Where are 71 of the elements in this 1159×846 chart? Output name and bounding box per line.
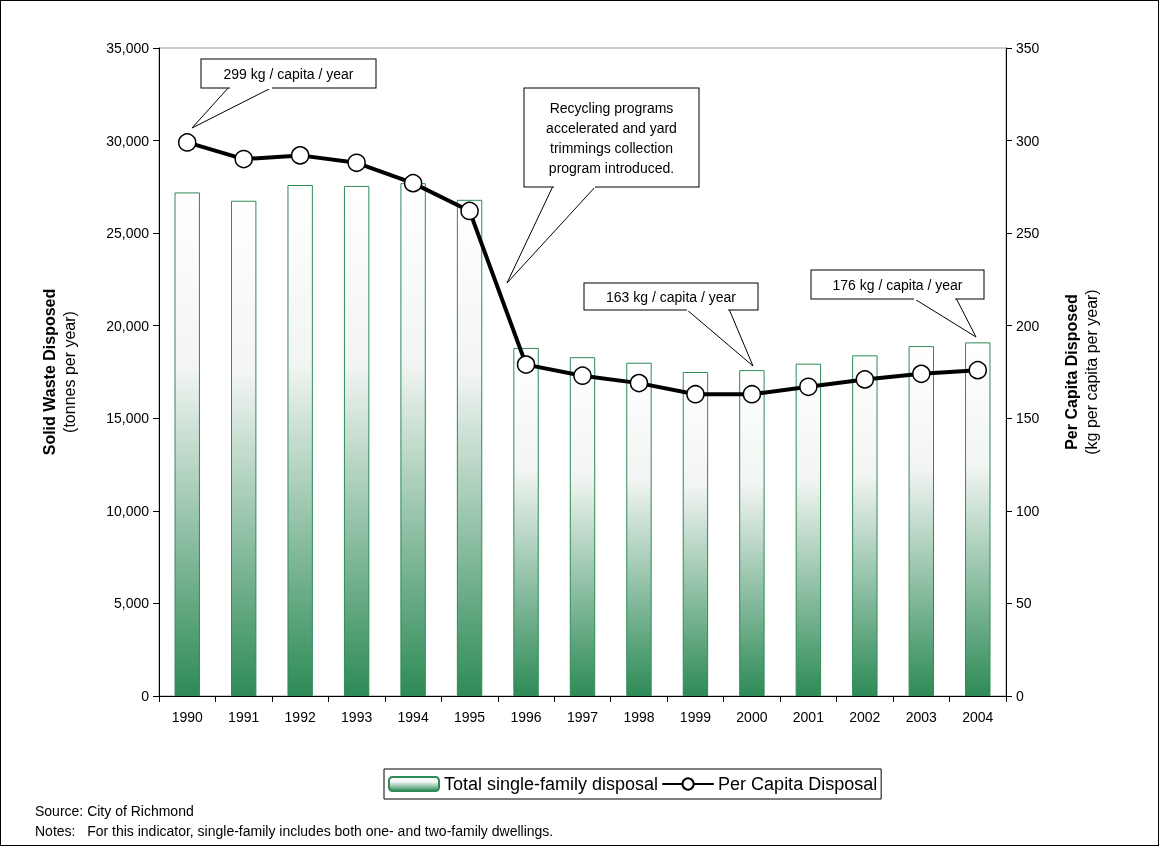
point: [573, 366, 592, 385]
y2-tick-label: 100: [1016, 502, 1040, 519]
point: [234, 149, 253, 169]
bar: [287, 185, 313, 696]
legend-label: Total single-family disposal: [444, 774, 659, 794]
text: Notes: For this indicator, single-family includes both one- and two-family dwellings.: [35, 823, 554, 839]
bar: [513, 347, 539, 696]
y2-tick-label: 350: [1016, 40, 1040, 56]
point: [629, 373, 649, 393]
bar: [569, 357, 596, 696]
point: [516, 355, 536, 374]
point: [686, 384, 705, 404]
bar: [852, 355, 878, 696]
x-tick-label: 2002: [849, 709, 881, 725]
legend-label: Per Capita Disposal: [718, 774, 878, 794]
x-tick-label: 1991: [228, 709, 260, 725]
bar: [965, 342, 991, 696]
point: [290, 146, 310, 165]
point: [460, 201, 479, 221]
annotation: 299 kg / capita / year: [222, 64, 355, 84]
point: [799, 377, 818, 397]
x-tick-label: 1994: [397, 709, 429, 725]
x-tick-label: 1992: [284, 709, 316, 725]
x-tick-label: 1995: [453, 709, 486, 725]
bar: [795, 363, 822, 696]
x-tick-label: 1997: [566, 709, 599, 725]
annotation: Recycling programs accelerated and yard trimmings collection program introduced.: [545, 98, 678, 178]
x-tick-label: 2000: [736, 709, 768, 725]
y2-axis-title: Per Capita Disposed (kg per capita per year): [1062, 289, 1100, 455]
y-tick-label: 15,000: [106, 410, 150, 427]
bar: [456, 199, 483, 696]
point: [178, 133, 197, 152]
annotation: 176 kg / capita / year: [831, 275, 964, 295]
y-tick-label: 20,000: [106, 317, 150, 334]
x-tick-label: 1993: [341, 709, 373, 725]
bar: [626, 362, 652, 696]
point: [855, 370, 875, 389]
y-tick-label: 10,000: [106, 502, 150, 519]
point: [742, 384, 762, 404]
point: [912, 364, 931, 384]
y2-tick-label: 250: [1016, 225, 1040, 242]
y-tick-label: 25,000: [106, 225, 150, 242]
source-note: Source: City of Richmond: [35, 803, 194, 819]
y2-tick-label: 0: [1016, 688, 1024, 704]
y2-tick-label: 50: [1016, 595, 1032, 612]
x-tick-label: 1998: [623, 709, 655, 725]
x-tick-label: 1999: [679, 709, 712, 725]
y2-tick-label: 300: [1016, 132, 1040, 149]
y-tick-label: 0: [141, 688, 150, 704]
y2-tick-label: 150: [1016, 410, 1040, 427]
bar: [682, 372, 709, 696]
y-tick-label: 5,000: [113, 595, 150, 612]
bar: [739, 370, 765, 696]
bar: [400, 183, 426, 696]
bar: [908, 346, 935, 696]
x-tick-label: 2003: [905, 709, 938, 725]
y-tick-label: 30,000: [106, 132, 150, 149]
x-tick-label: 1996: [510, 709, 542, 725]
x-tick-label: 2001: [792, 709, 825, 725]
x-tick-label: 1990: [171, 709, 204, 725]
y-axis-title: Solid Waste Disposed (tonnes per year): [40, 288, 78, 456]
point: [347, 153, 366, 173]
x-tick-label: 2004: [962, 709, 994, 725]
point: [968, 360, 988, 380]
point: [403, 173, 423, 193]
y-tick-label: 35,000: [106, 40, 150, 56]
bar: [231, 200, 257, 696]
bar: [174, 192, 200, 696]
bar: [343, 185, 370, 696]
y2-tick-label: 200: [1016, 317, 1040, 334]
annotation: 163 kg / capita / year: [605, 287, 737, 307]
